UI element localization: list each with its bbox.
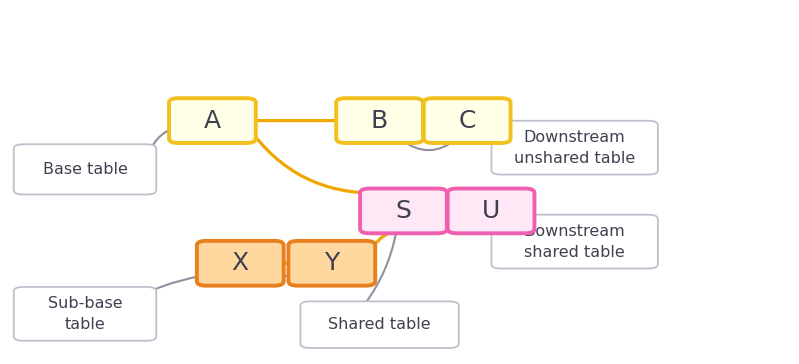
FancyBboxPatch shape [447,189,535,233]
Text: Y: Y [324,251,340,275]
Text: Shared table: Shared table [328,317,431,332]
Text: Base table: Base table [42,162,127,177]
Text: S: S [396,199,411,223]
Text: Sub-base
table: Sub-base table [48,296,122,332]
Text: A: A [204,108,221,132]
FancyBboxPatch shape [169,98,256,143]
FancyBboxPatch shape [491,215,658,269]
Text: C: C [459,108,476,132]
FancyBboxPatch shape [360,189,447,233]
FancyBboxPatch shape [336,98,423,143]
Text: U: U [482,199,500,223]
FancyBboxPatch shape [14,144,157,194]
FancyBboxPatch shape [491,121,658,175]
FancyBboxPatch shape [197,241,284,286]
FancyBboxPatch shape [300,301,459,348]
Text: Downstream
shared table: Downstream shared table [524,223,626,260]
FancyBboxPatch shape [14,287,157,341]
FancyBboxPatch shape [288,241,376,286]
Text: X: X [232,251,248,275]
FancyBboxPatch shape [423,98,511,143]
Text: B: B [371,108,388,132]
Text: Downstream
unshared table: Downstream unshared table [514,130,635,166]
